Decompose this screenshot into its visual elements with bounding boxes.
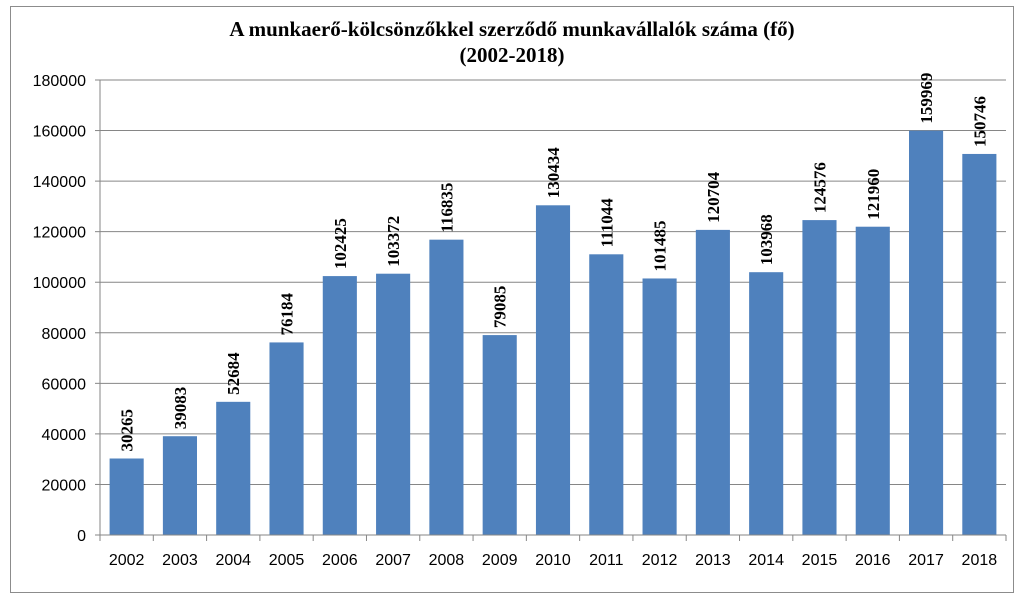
bars [109,130,997,535]
chart-title: A munkaerő-kölcsönzőkkel szerződő munkav… [0,16,1024,68]
data-label: 102425 [331,218,350,269]
y-tick-label: 120000 [33,225,86,242]
y-tick-label: 20000 [42,477,87,494]
data-label: 116835 [437,183,456,233]
data-labels: 30265 39083 52684 76184 102425 103372 116835 79… [118,73,990,452]
data-label: 120704 [704,171,723,223]
y-tick-label: 180000 [33,73,86,90]
data-label: 79085 [491,286,510,329]
x-tick-label: 2007 [375,552,411,569]
bar [162,436,197,535]
data-label: 103968 [757,214,776,265]
bar [429,239,464,535]
bar [269,342,304,535]
x-tick-label: 2015 [802,552,838,569]
x-tick-label: 2004 [215,552,251,569]
y-tick-label: 160000 [33,124,86,141]
y-tick-label: 100000 [33,275,86,292]
chart-subtitle: (2002-2018) [459,43,565,67]
data-label: 52684 [224,352,243,395]
bar [482,335,517,535]
data-label: 30265 [118,409,137,452]
y-tick-label: 40000 [42,427,87,444]
chart-title-main: A munkaerő-kölcsönzőkkel szerződő munkav… [229,17,795,41]
bar [535,205,571,535]
x-tick-label: 2012 [642,552,678,569]
bar [855,226,890,535]
bar [376,273,411,535]
data-label: 159969 [917,73,936,124]
data-label: 39083 [171,387,190,430]
x-tick-label: 2013 [695,552,731,569]
bar [216,401,251,535]
x-tick-label: 2006 [322,552,358,569]
x-tick-label: 2016 [855,552,891,569]
x-tick-label: 2018 [962,552,998,569]
x-tick-label: 2005 [269,552,305,569]
x-tick-label: 2014 [748,552,784,569]
data-label: 121960 [864,169,883,220]
y-tick-label: 140000 [33,174,86,191]
bar [802,220,837,535]
data-label: 124576 [810,162,829,213]
bar [109,458,144,535]
y-tick-label: 60000 [42,376,87,393]
bar [749,272,784,535]
x-tick-label: 2009 [482,552,518,569]
x-tick-label: 2002 [109,552,145,569]
axes: 0 20000 40000 60000 80000 100000 120000 140000 1… [33,73,1007,569]
data-label: 130434 [544,147,563,199]
data-label: 103372 [384,216,403,267]
x-tick-label: 2003 [162,552,198,569]
bar [909,130,944,535]
x-tick-label: 2010 [535,552,571,569]
data-label: 76184 [278,292,297,335]
bar [642,278,677,535]
x-tick-label: 2011 [589,552,624,569]
bar [322,276,357,535]
bar [962,153,997,535]
data-label: 111044 [597,198,616,248]
y-tick-label: 80000 [42,326,87,343]
bar [695,229,730,535]
x-tick-label: 2017 [908,552,944,569]
y-tick-label: 0 [77,528,86,545]
bar [589,254,624,535]
data-label: 150746 [970,96,989,147]
data-label: 101485 [651,220,670,271]
x-tick-label: 2008 [429,552,465,569]
